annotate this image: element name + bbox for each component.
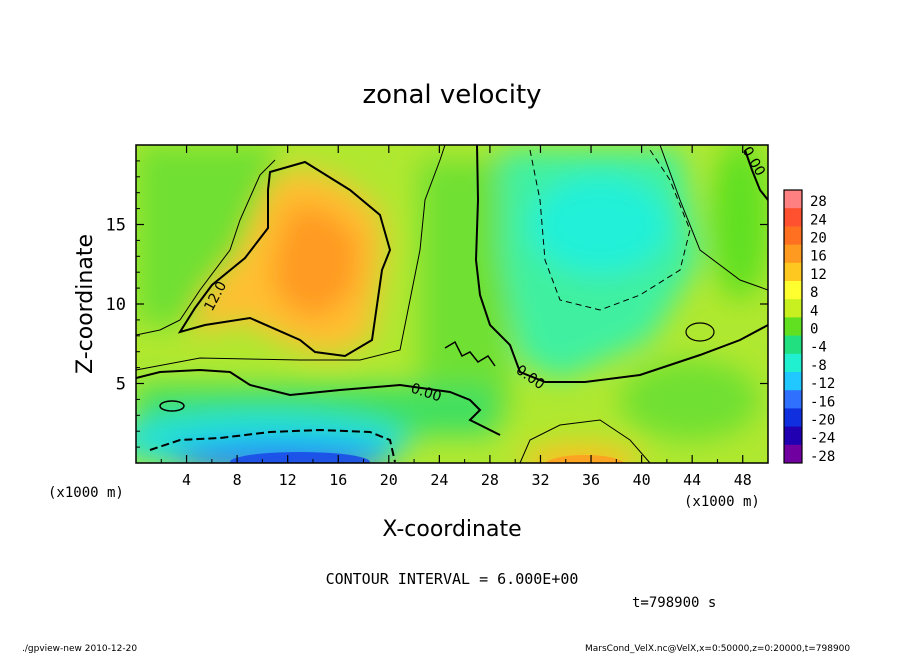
positive-inner-region — [270, 205, 360, 320]
colorbar-label: 28 — [810, 194, 827, 210]
contour-thin-right-line — [659, 145, 768, 291]
colorbar-label: -4 — [810, 340, 827, 356]
contour-zero-lower-line — [136, 368, 501, 436]
contour-negative-lower-dashed-line — [149, 428, 396, 463]
colorbar-label: -20 — [810, 413, 835, 429]
colorbar-frame — [783, 189, 803, 464]
contour-small-loop-left — [159, 400, 185, 412]
y-axis: 5 10 15 — [106, 160, 768, 448]
x-tick-label: 40 — [633, 471, 651, 489]
colorbar-swatch — [784, 281, 802, 300]
x-axis-unit-left: (x1000 m) — [48, 485, 124, 501]
colorbar-label: 24 — [810, 212, 827, 228]
x-tick-label: 48 — [734, 471, 752, 489]
colorbar-swatch — [784, 390, 802, 409]
plot-area: 12.0 0.00 0.00 0.00 — [136, 145, 768, 463]
x-tick-label: 12 — [279, 471, 297, 489]
x-tick-label: 24 — [430, 471, 448, 489]
colorbar-swatch — [784, 426, 802, 446]
y-axis-label: Z-coordinate — [73, 234, 98, 374]
contour-thin-left-line — [136, 159, 276, 336]
lower-blue-core — [230, 452, 370, 463]
x-tick-label: 36 — [582, 471, 600, 489]
colorbar-label: -12 — [810, 376, 835, 392]
colorbar-swatch — [784, 335, 802, 355]
colorbar-label: 8 — [810, 285, 818, 301]
chart-title: zonal velocity — [362, 80, 541, 110]
colorbar-label: -16 — [810, 394, 835, 410]
colorbar-swatch — [784, 353, 802, 373]
y-tick-label: 5 — [116, 375, 126, 395]
source-label: MarsCond_VelX.nc@VelX,x=0:50000,z=0:2000… — [585, 644, 850, 654]
colorbar-label: -28 — [810, 449, 835, 465]
contour-12-line — [177, 160, 392, 358]
colorbar-label: 4 — [810, 303, 818, 319]
right-edge-region — [710, 145, 768, 300]
y-tick-label: 10 — [106, 295, 126, 315]
center-green-region — [420, 160, 510, 420]
x-tick-label: 28 — [481, 471, 499, 489]
colorbar-swatch — [784, 244, 802, 264]
colorbar-swatch — [784, 262, 802, 282]
colorbar-swatch — [784, 226, 802, 246]
colorbar-label: 0 — [810, 322, 818, 338]
x-tick-label: 32 — [531, 471, 549, 489]
colorbar-label: 12 — [810, 267, 827, 283]
x-tick-label: 44 — [683, 471, 701, 489]
colorbar-swatch — [784, 208, 802, 227]
cyan-core-region — [530, 175, 670, 275]
contour-small-loop-right — [685, 322, 715, 342]
colorbar: 28 24 20 16 12 8 4 0 -4 -8 -12 -16 -20 -24 -28 — [783, 189, 835, 465]
colorbar-label: -24 — [810, 431, 835, 447]
contour-zero-right-line — [744, 149, 768, 201]
colorbar-swatch — [784, 317, 802, 337]
x-tick-label: 20 — [380, 471, 398, 489]
colorbar-swatch — [784, 190, 802, 209]
x-axis-label: X-coordinate — [382, 517, 521, 542]
contour-interval-text: CONTOUR INTERVAL = 6.000E+00 — [326, 570, 579, 588]
contour-center-noise — [444, 340, 496, 367]
colorbar-swatch — [784, 444, 802, 464]
colorbar-swatch — [784, 299, 802, 318]
x-tick-label: 4 — [182, 471, 191, 489]
program-label: ./gpview-new 2010-12-20 — [22, 644, 137, 654]
contour-zero-upper-line — [474, 145, 768, 383]
contour-thin-mid-line — [136, 145, 446, 371]
x-axis: 4 8 12 16 20 24 28 32 36 40 44 48 — [160, 145, 752, 489]
colorbar-label: 20 — [810, 231, 827, 247]
colorbar-swatch — [784, 372, 802, 391]
x-axis-unit-right: (x1000 m) — [684, 494, 760, 510]
lower-right-green-region — [620, 360, 760, 440]
x-tick-label: 16 — [329, 471, 347, 489]
x-tick-label: 8 — [233, 471, 242, 489]
time-label: t=798900 s — [632, 595, 716, 611]
contour-negative-dashed-line — [529, 149, 691, 311]
colorbar-label: 16 — [810, 249, 827, 265]
colorbar-label: -8 — [810, 358, 827, 374]
y-tick-label: 15 — [106, 216, 126, 236]
colorbar-swatch — [784, 408, 802, 428]
contour-lower-right-line — [519, 419, 651, 463]
